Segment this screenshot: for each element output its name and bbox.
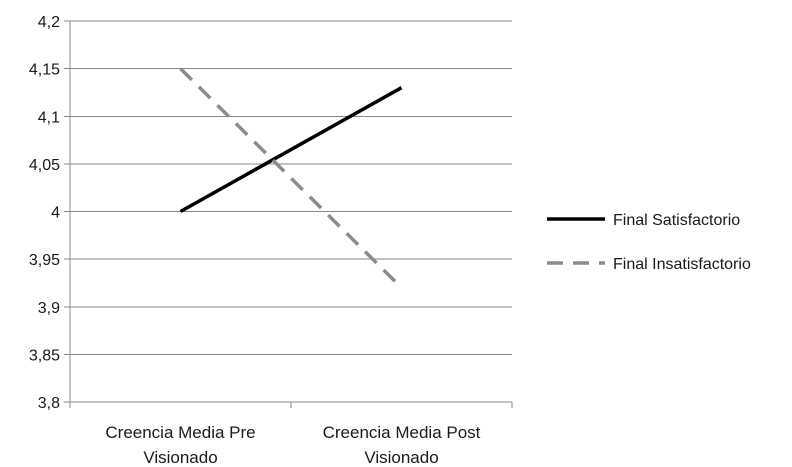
y-tick-label: 3,95	[29, 252, 60, 269]
legend-label-2: Final Insatisfactorio	[613, 256, 751, 273]
series-line-1	[179, 86, 403, 214]
y-axis-tick-labels: 3,8 3,85 3,9 3,95 4 4,05 4,1 4,15 4,2	[29, 14, 60, 412]
x-tick-label: Creencia Media Post Visionado	[323, 423, 481, 467]
series-lines	[179, 67, 403, 289]
axes	[64, 20, 513, 408]
gridlines	[70, 20, 512, 355]
y-tick-label: 4,1	[38, 109, 60, 126]
legend-label-1: Final Satisfactorio	[613, 212, 740, 229]
x-tick-label: Creencia Media Pre Visionado	[105, 423, 255, 467]
legend: Final Satisfactorio Final Insatisfactorio	[547, 212, 751, 273]
y-tick-label: 4,05	[29, 157, 60, 174]
y-tick-label: 3,8	[38, 395, 60, 412]
y-tick-label: 4	[51, 205, 60, 222]
y-tick-label: 4,2	[38, 14, 60, 31]
series-line-2	[179, 67, 403, 289]
y-tick-label: 4,15	[29, 62, 60, 79]
y-tick-label: 3,85	[29, 347, 60, 364]
y-tick-label: 3,9	[38, 300, 60, 317]
x-axis-tick-labels: Creencia Media Pre Visionado Creencia Medi…	[105, 423, 480, 467]
